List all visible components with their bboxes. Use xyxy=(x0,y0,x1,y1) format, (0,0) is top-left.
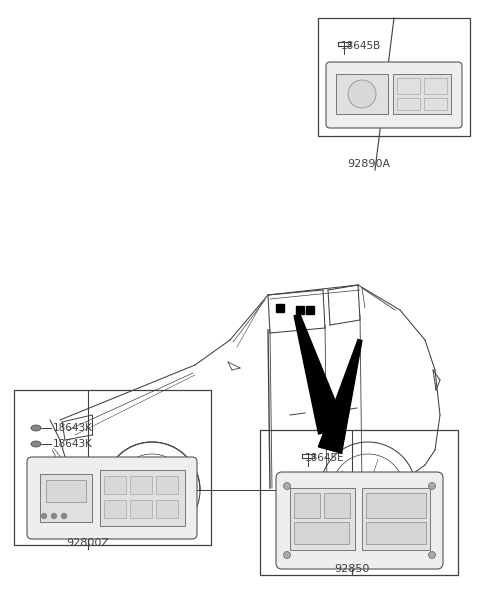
Bar xyxy=(14,390,211,545)
Circle shape xyxy=(429,483,435,490)
Polygon shape xyxy=(294,314,346,434)
Circle shape xyxy=(51,513,57,519)
Bar xyxy=(366,493,426,518)
FancyBboxPatch shape xyxy=(27,457,197,539)
Bar xyxy=(40,474,92,522)
Text: 18645E: 18645E xyxy=(305,453,345,463)
Bar xyxy=(156,500,178,518)
Circle shape xyxy=(284,552,290,559)
Text: 18643K: 18643K xyxy=(53,439,93,449)
Circle shape xyxy=(284,483,290,490)
Text: 92800Z: 92800Z xyxy=(67,538,109,548)
Ellipse shape xyxy=(31,441,41,447)
Bar xyxy=(260,430,458,575)
Bar xyxy=(397,98,420,110)
Polygon shape xyxy=(306,306,314,314)
Bar xyxy=(424,98,447,110)
Bar xyxy=(393,74,451,114)
Polygon shape xyxy=(276,304,284,312)
Bar xyxy=(156,476,178,494)
Ellipse shape xyxy=(31,425,41,431)
Text: 92890A: 92890A xyxy=(347,159,390,169)
Bar xyxy=(318,18,470,136)
Bar xyxy=(46,480,86,502)
Bar xyxy=(336,74,388,114)
Circle shape xyxy=(41,513,47,519)
Text: 92850: 92850 xyxy=(334,564,370,574)
Text: 18643K: 18643K xyxy=(53,423,93,433)
FancyBboxPatch shape xyxy=(326,62,462,128)
Bar xyxy=(366,522,426,544)
Bar xyxy=(104,500,126,518)
Bar xyxy=(130,500,152,518)
Bar xyxy=(324,493,350,518)
Bar xyxy=(362,488,430,550)
Circle shape xyxy=(429,552,435,559)
Bar xyxy=(290,488,355,550)
Bar xyxy=(424,78,447,94)
Polygon shape xyxy=(318,339,362,453)
Circle shape xyxy=(348,80,376,108)
Text: 18645B: 18645B xyxy=(341,41,381,51)
Polygon shape xyxy=(296,306,304,314)
Bar xyxy=(294,522,349,544)
Bar xyxy=(100,470,185,526)
Bar xyxy=(397,78,420,94)
Bar xyxy=(294,493,320,518)
FancyBboxPatch shape xyxy=(276,472,443,569)
Bar xyxy=(104,476,126,494)
Bar xyxy=(130,476,152,494)
Circle shape xyxy=(61,513,67,519)
